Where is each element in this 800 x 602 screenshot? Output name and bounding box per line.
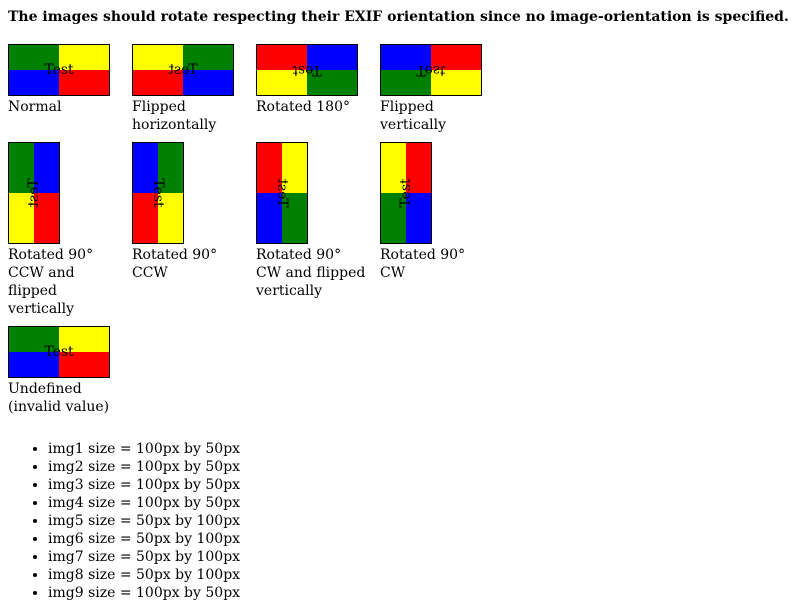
color-quadrant	[183, 45, 233, 70]
color-quadrant	[406, 193, 431, 243]
test-figure: Test Flipped vertically	[380, 44, 490, 134]
color-quadrant	[183, 70, 233, 95]
color-quadrant	[431, 70, 481, 95]
figure-caption: Rotated 90° CW and flipped vertically	[256, 247, 366, 299]
figure-caption: Flipped vertically	[380, 99, 447, 133]
test-image: Test	[380, 142, 432, 244]
color-quadrant	[59, 70, 109, 95]
list-item: img5 size = 50px by 100px	[48, 512, 240, 530]
figure-caption: Rotated 180°	[256, 99, 350, 115]
image-size-list: img1 size = 100px by 50px img2 size = 10…	[8, 440, 240, 602]
color-quadrant	[9, 143, 34, 193]
color-quadrant	[158, 143, 183, 193]
color-quadrant	[9, 193, 34, 243]
color-quadrant	[34, 193, 59, 243]
test-figure: Test Flipped horizontally	[132, 44, 242, 134]
list-item: img3 size = 100px by 50px	[48, 476, 240, 494]
figure-caption: Undefined (invalid value)	[8, 381, 110, 415]
test-figure: Test Rotated 90° CW	[380, 142, 490, 282]
figure-caption: Flipped horizontally	[132, 99, 217, 133]
list-item: img7 size = 50px by 100px	[48, 548, 240, 566]
color-quadrant	[257, 45, 307, 70]
color-quadrant	[9, 352, 59, 377]
image-label: Test	[26, 178, 42, 208]
color-quadrant	[381, 193, 406, 243]
figure-caption: Rotated 90° CW	[380, 247, 466, 281]
image-label: Test	[150, 178, 166, 208]
list-item: img6 size = 50px by 100px	[48, 530, 240, 548]
color-quadrant	[307, 70, 357, 95]
color-quadrant	[406, 143, 431, 193]
test-figure: Test Undefined (invalid value)	[8, 326, 118, 416]
image-label: Test	[416, 62, 446, 78]
color-quadrant	[381, 45, 431, 70]
color-quadrant	[282, 143, 307, 193]
image-label: Test	[398, 178, 414, 208]
test-figure: Test Rotated 90° CCW	[132, 142, 242, 282]
test-figure: Test Normal	[8, 44, 118, 116]
color-quadrant	[307, 45, 357, 70]
color-quadrant	[381, 143, 406, 193]
test-image: Test	[132, 142, 184, 244]
image-label: Test	[168, 62, 198, 78]
color-quadrant	[381, 70, 431, 95]
list-item: img2 size = 100px by 50px	[48, 458, 240, 476]
test-image: Test	[132, 44, 234, 96]
test-image: Test	[380, 44, 482, 96]
test-image: Test	[8, 326, 110, 378]
color-quadrant	[257, 70, 307, 95]
test-image: Test	[256, 142, 308, 244]
image-label: Test	[292, 62, 322, 78]
test-figure: Test Rotated 180°	[256, 44, 366, 116]
list-item: img8 size = 50px by 100px	[48, 566, 240, 584]
color-quadrant	[133, 143, 158, 193]
color-quadrant	[257, 193, 282, 243]
list-item: img4 size = 100px by 50px	[48, 494, 240, 512]
color-quadrant	[133, 70, 183, 95]
figure-caption: Rotated 90° CCW and flipped vertically	[8, 247, 94, 317]
image-label: Test	[274, 178, 290, 208]
image-label: Test	[44, 344, 74, 360]
color-quadrant	[9, 327, 59, 352]
color-quadrant	[9, 70, 59, 95]
color-quadrant	[257, 143, 282, 193]
color-quadrant	[133, 193, 158, 243]
figure-caption: Rotated 90° CCW	[132, 247, 218, 281]
color-quadrant	[133, 45, 183, 70]
test-figure: Test Rotated 90° CCW and flipped vertical…	[8, 142, 118, 318]
color-quadrant	[431, 45, 481, 70]
list-item: img1 size = 100px by 50px	[48, 440, 240, 458]
color-quadrant	[158, 193, 183, 243]
color-quadrant	[282, 193, 307, 243]
test-image: Test	[256, 44, 358, 96]
test-image: Test	[8, 142, 60, 244]
list-item: img9 size = 100px by 50px	[48, 584, 240, 602]
image-label: Test	[44, 62, 74, 78]
test-figure: Test Rotated 90° CW and flipped verticall…	[256, 142, 366, 300]
color-quadrant	[34, 143, 59, 193]
color-quadrant	[59, 327, 109, 352]
figure-caption: Normal	[8, 99, 62, 115]
test-image: Test	[8, 44, 110, 96]
page-heading: The images should rotate respecting thei…	[8, 9, 789, 25]
color-quadrant	[59, 352, 109, 377]
color-quadrant	[59, 45, 109, 70]
color-quadrant	[9, 45, 59, 70]
